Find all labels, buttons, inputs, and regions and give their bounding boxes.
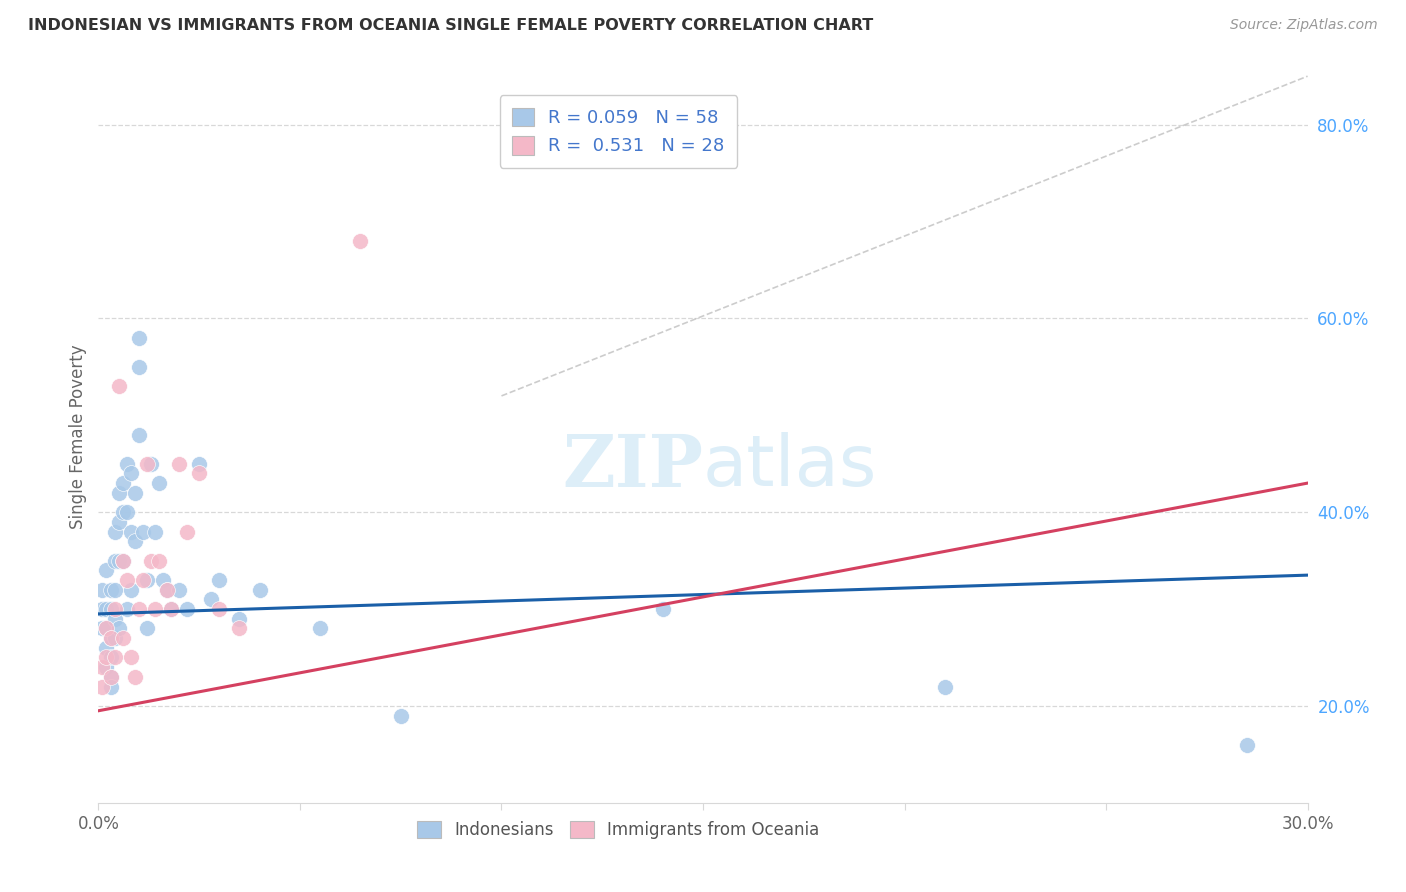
- Point: [128, 331, 150, 345]
- Point: [96, 660, 118, 674]
- Point: [160, 602, 183, 616]
- Point: [156, 582, 179, 597]
- Point: [124, 534, 146, 549]
- Point: [143, 524, 166, 539]
- Point: [120, 467, 142, 481]
- Point: [389, 708, 412, 723]
- Point: [91, 680, 114, 694]
- Point: [100, 670, 122, 684]
- Point: [111, 553, 134, 567]
- Point: [103, 650, 125, 665]
- Point: [651, 602, 673, 616]
- Point: [115, 573, 138, 587]
- Point: [100, 670, 122, 684]
- Point: [91, 582, 114, 597]
- Point: [176, 602, 198, 616]
- Point: [120, 582, 142, 597]
- Point: [139, 457, 162, 471]
- Point: [103, 524, 125, 539]
- Point: [148, 476, 170, 491]
- Point: [107, 485, 129, 500]
- Point: [128, 359, 150, 374]
- Point: [128, 427, 150, 442]
- Point: [100, 582, 122, 597]
- Point: [111, 505, 134, 519]
- Point: [96, 640, 118, 655]
- Text: INDONESIAN VS IMMIGRANTS FROM OCEANIA SINGLE FEMALE POVERTY CORRELATION CHART: INDONESIAN VS IMMIGRANTS FROM OCEANIA SI…: [28, 18, 873, 33]
- Point: [124, 485, 146, 500]
- Point: [156, 582, 179, 597]
- Text: Source: ZipAtlas.com: Source: ZipAtlas.com: [1230, 18, 1378, 32]
- Point: [107, 515, 129, 529]
- Point: [249, 582, 271, 597]
- Point: [115, 457, 138, 471]
- Point: [152, 573, 174, 587]
- Point: [1236, 738, 1258, 752]
- Point: [120, 524, 142, 539]
- Point: [124, 670, 146, 684]
- Point: [139, 553, 162, 567]
- Point: [115, 505, 138, 519]
- Point: [135, 622, 157, 636]
- Point: [148, 553, 170, 567]
- Point: [115, 602, 138, 616]
- Point: [167, 582, 190, 597]
- Point: [96, 650, 118, 665]
- Point: [120, 650, 142, 665]
- Point: [91, 622, 114, 636]
- Point: [100, 631, 122, 645]
- Point: [228, 612, 250, 626]
- Point: [103, 612, 125, 626]
- Point: [167, 457, 190, 471]
- Point: [160, 602, 183, 616]
- Point: [208, 573, 231, 587]
- Point: [96, 622, 118, 636]
- Point: [107, 379, 129, 393]
- Point: [91, 602, 114, 616]
- Point: [188, 467, 211, 481]
- Point: [100, 650, 122, 665]
- Point: [107, 553, 129, 567]
- Point: [132, 573, 155, 587]
- Point: [135, 457, 157, 471]
- Point: [103, 602, 125, 616]
- Legend: Indonesians, Immigrants from Oceania: Indonesians, Immigrants from Oceania: [411, 814, 825, 846]
- Point: [100, 602, 122, 616]
- Point: [103, 631, 125, 645]
- Point: [91, 660, 114, 674]
- Point: [100, 631, 122, 645]
- Point: [228, 622, 250, 636]
- Point: [132, 524, 155, 539]
- Point: [107, 622, 129, 636]
- Point: [176, 524, 198, 539]
- Text: atlas: atlas: [703, 432, 877, 500]
- Y-axis label: Single Female Poverty: Single Female Poverty: [69, 345, 87, 529]
- Point: [349, 234, 371, 248]
- Text: ZIP: ZIP: [562, 431, 703, 502]
- Point: [111, 631, 134, 645]
- Point: [200, 592, 222, 607]
- Point: [135, 573, 157, 587]
- Point: [188, 457, 211, 471]
- Point: [111, 553, 134, 567]
- Point: [100, 680, 122, 694]
- Point: [934, 680, 956, 694]
- Point: [111, 476, 134, 491]
- Point: [143, 602, 166, 616]
- Point: [208, 602, 231, 616]
- Point: [103, 582, 125, 597]
- Point: [128, 602, 150, 616]
- Point: [96, 602, 118, 616]
- Point: [96, 622, 118, 636]
- Point: [96, 563, 118, 577]
- Point: [309, 622, 332, 636]
- Point: [103, 553, 125, 567]
